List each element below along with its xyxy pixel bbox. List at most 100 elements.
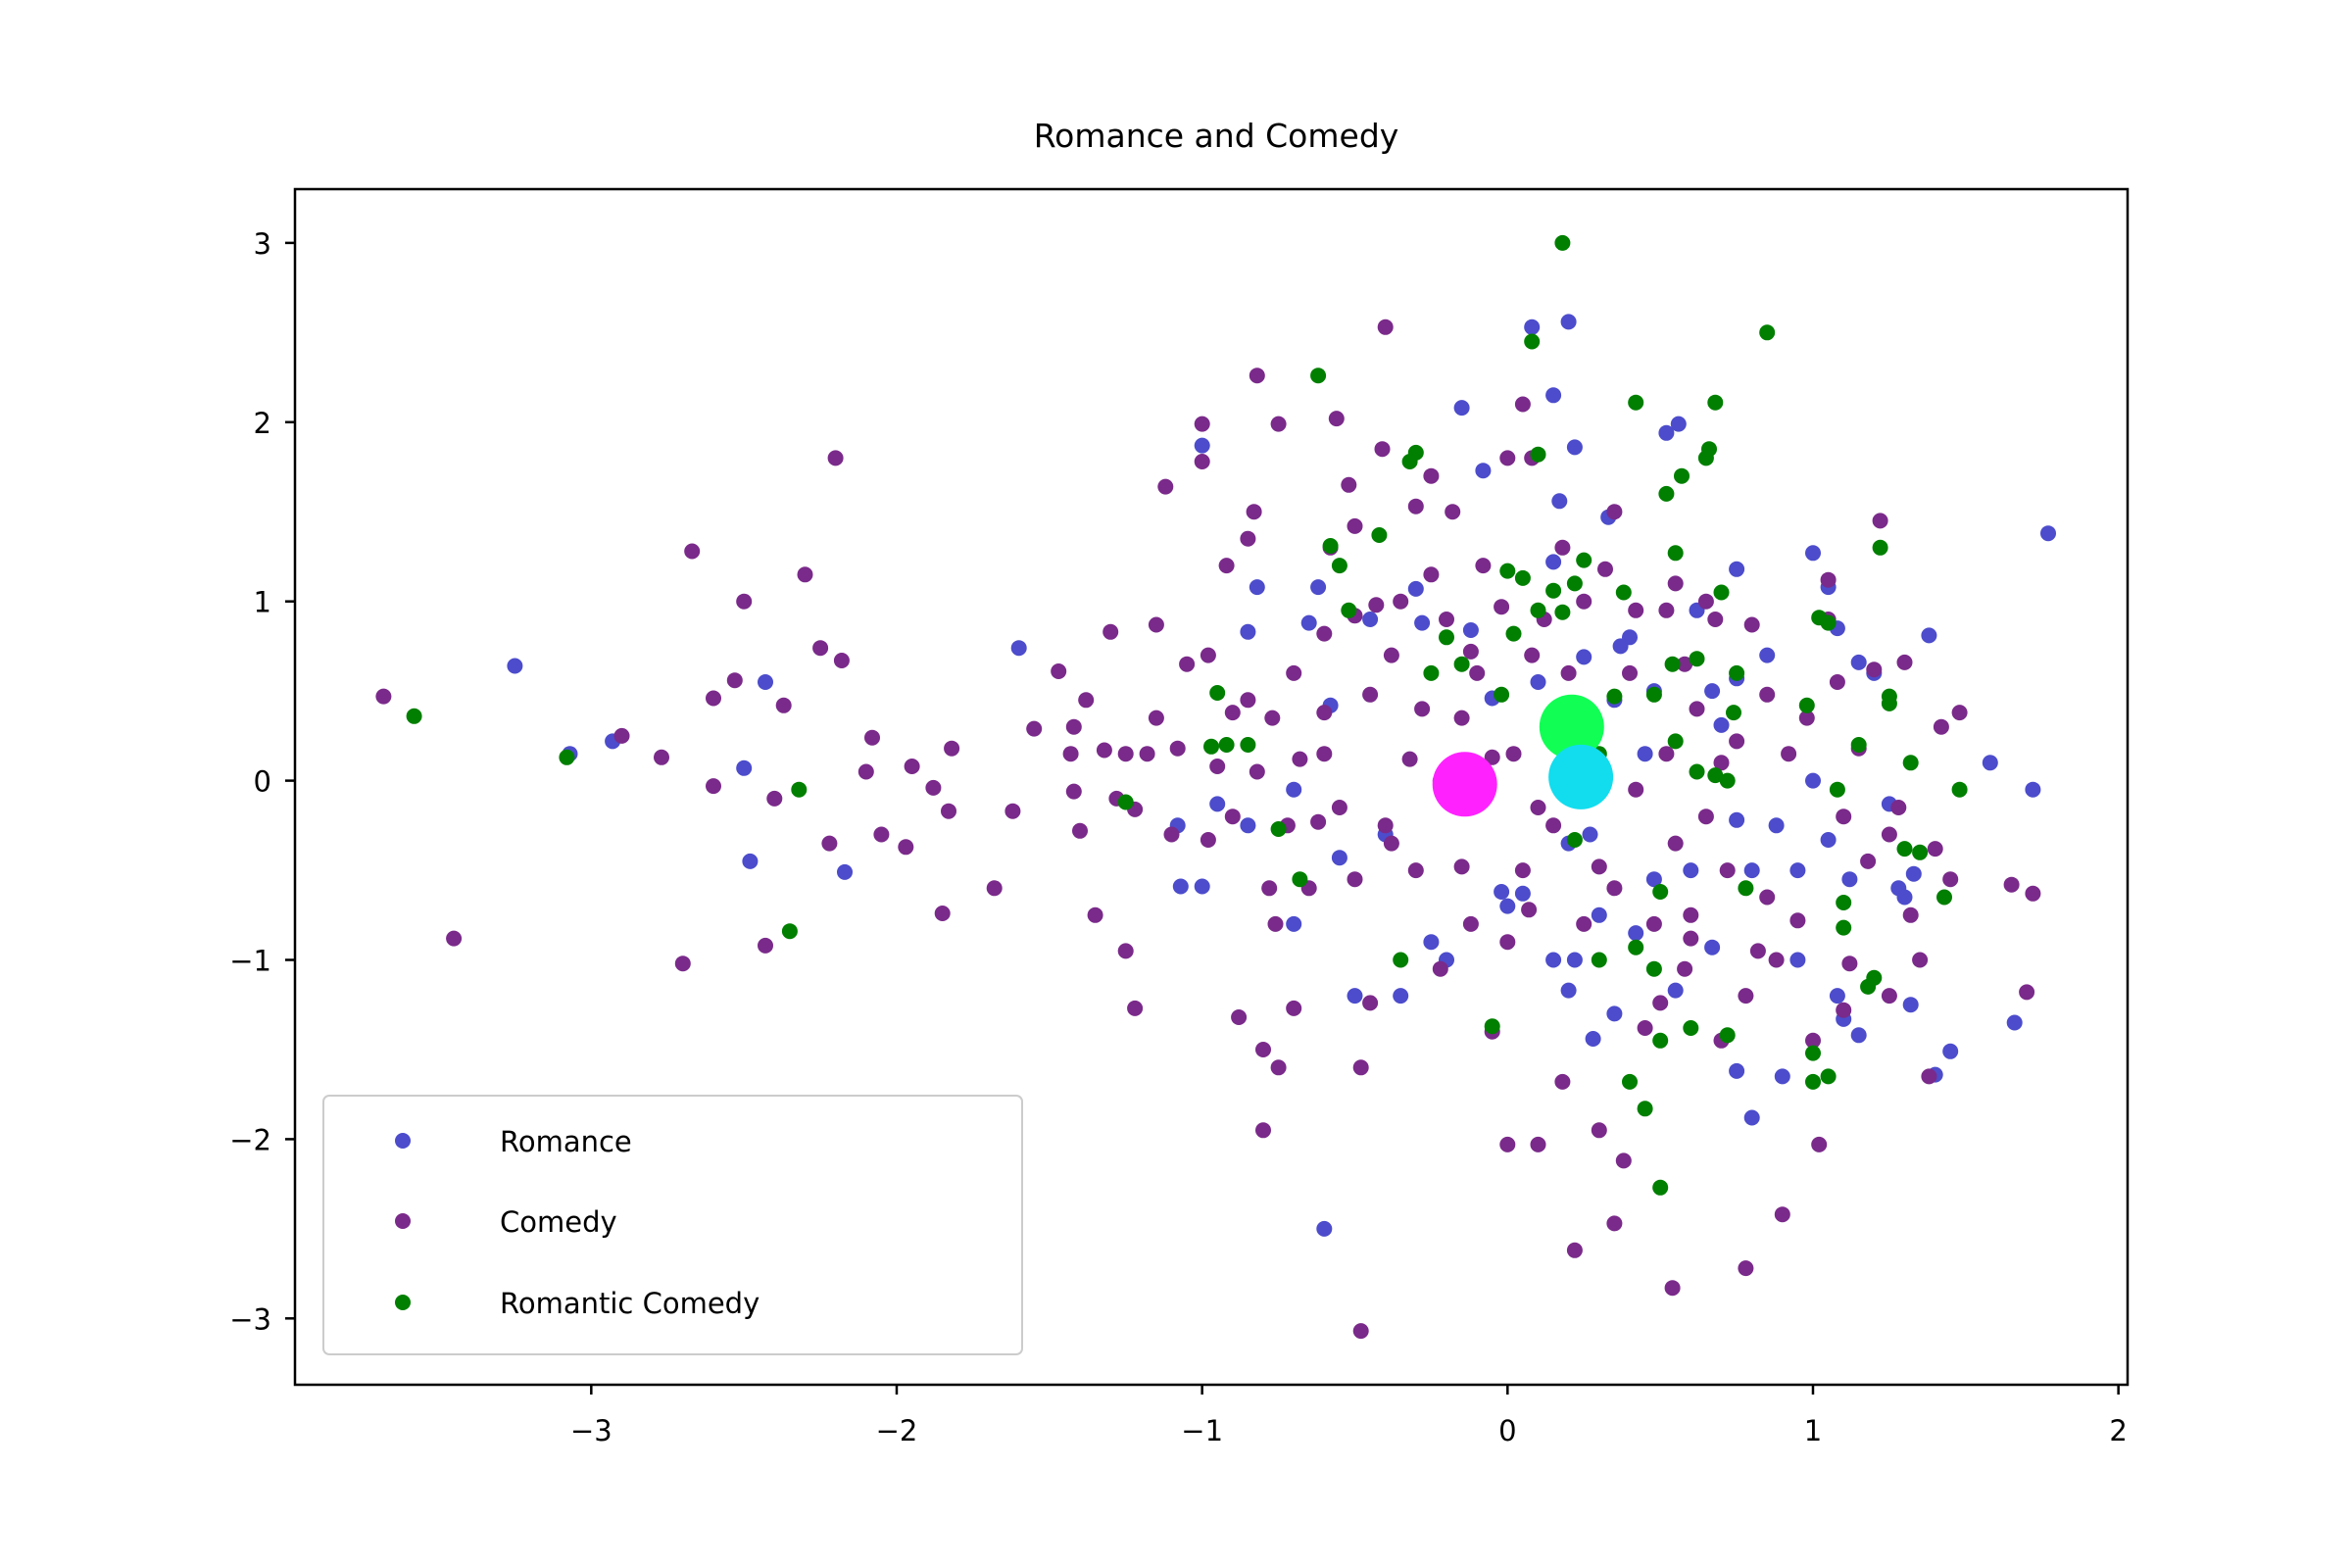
comedy-point-90 bbox=[1362, 995, 1379, 1011]
romance-point-7 bbox=[1010, 640, 1027, 657]
romance-point-38 bbox=[1545, 554, 1562, 570]
romance-point-74 bbox=[1841, 871, 1858, 888]
romantic-comedy-point-37 bbox=[1606, 688, 1623, 705]
comedy-point-51 bbox=[1194, 416, 1210, 432]
romance-point-58 bbox=[1729, 561, 1745, 577]
y-tick-label: −2 bbox=[229, 1123, 271, 1156]
comedy-point-98 bbox=[1407, 862, 1424, 879]
comedy-point-42 bbox=[1127, 1000, 1144, 1016]
romantic-comedy-point-77 bbox=[1912, 844, 1929, 860]
comedy-point-20 bbox=[873, 826, 890, 843]
comedy-point-28 bbox=[1004, 803, 1021, 819]
romantic-comedy-point-84 bbox=[1240, 737, 1256, 753]
comedy-point-112 bbox=[1484, 749, 1500, 765]
comedy-point-24 bbox=[934, 906, 951, 921]
romantic-comedy-point-35 bbox=[1576, 552, 1592, 568]
comedy-point-99 bbox=[1414, 701, 1431, 717]
legend-label-romantic-comedy: Romantic Comedy bbox=[500, 1287, 760, 1320]
romance-point-22 bbox=[1362, 612, 1379, 627]
centroid-marker-0 bbox=[1432, 752, 1497, 817]
comedy-point-94 bbox=[1383, 647, 1399, 663]
romance-point-63 bbox=[1729, 1062, 1745, 1079]
comedy-point-14 bbox=[812, 640, 829, 657]
comedy-point-36 bbox=[1087, 906, 1103, 923]
comedy-point-16 bbox=[827, 450, 844, 466]
romantic-comedy-point-87 bbox=[1645, 960, 1662, 977]
comedy-point-22 bbox=[904, 759, 920, 774]
romantic-comedy-point-61 bbox=[1759, 324, 1776, 341]
romantic-comedy-point-50 bbox=[1683, 1020, 1699, 1036]
y-tick-label: −3 bbox=[229, 1302, 271, 1336]
comedy-point-177 bbox=[1841, 956, 1858, 972]
x-tick-label: 1 bbox=[1804, 1414, 1822, 1447]
romantic-comedy-point-38 bbox=[1615, 584, 1632, 601]
comedy-point-8 bbox=[726, 672, 743, 689]
comedy-point-198 bbox=[1524, 647, 1541, 663]
comedy-point-1 bbox=[446, 930, 463, 947]
romantic-comedy-point-17 bbox=[1407, 444, 1424, 461]
comedy-point-143 bbox=[1645, 915, 1662, 932]
romantic-comedy-point-28 bbox=[1530, 602, 1546, 618]
comedy-point-205 bbox=[1836, 1002, 1852, 1018]
romantic-comedy-point-40 bbox=[1628, 939, 1644, 956]
comedy-point-31 bbox=[1062, 746, 1079, 762]
romantic-comedy-point-76 bbox=[1902, 755, 1919, 771]
comedy-point-197 bbox=[1462, 643, 1479, 660]
comedy-point-170 bbox=[1798, 710, 1815, 726]
romance-point-44 bbox=[1582, 826, 1598, 843]
comedy-point-200 bbox=[1316, 746, 1333, 762]
romance-point-78 bbox=[1850, 654, 1867, 670]
romantic-comedy-point-69 bbox=[1836, 895, 1852, 910]
romantic-comedy-point-9 bbox=[1292, 871, 1308, 888]
comedy-point-69 bbox=[1267, 915, 1284, 932]
romantic-comedy-point-63 bbox=[1805, 1073, 1821, 1090]
romantic-comedy-point-82 bbox=[1652, 1032, 1669, 1049]
romance-point-68 bbox=[1789, 952, 1806, 968]
comedy-point-86 bbox=[1347, 871, 1363, 888]
legend-box bbox=[322, 1095, 1023, 1355]
romantic-comedy-point-20 bbox=[1453, 656, 1470, 672]
romantic-comedy-point-2 bbox=[791, 781, 808, 798]
comedy-point-65 bbox=[1255, 1042, 1271, 1057]
romance-point-89 bbox=[2006, 1014, 2023, 1031]
comedy-point-27 bbox=[986, 880, 1003, 897]
comedy-point-196 bbox=[1407, 498, 1424, 514]
romantic-comedy-point-11 bbox=[1322, 538, 1339, 554]
comedy-point-191 bbox=[1942, 871, 1959, 888]
romantic-comedy-point-41 bbox=[1628, 394, 1644, 411]
comedy-point-66 bbox=[1255, 1122, 1271, 1139]
romantic-comedy-point-68 bbox=[1836, 919, 1852, 936]
comedy-point-55 bbox=[1209, 759, 1226, 774]
comedy-point-171 bbox=[1805, 1032, 1821, 1049]
comedy-point-2 bbox=[613, 727, 630, 744]
romantic-comedy-point-3 bbox=[781, 923, 798, 940]
romantic-comedy-point-1 bbox=[559, 749, 575, 765]
comedy-point-157 bbox=[1713, 755, 1730, 771]
comedy-point-9 bbox=[736, 593, 753, 610]
romantic-comedy-point-39 bbox=[1622, 1073, 1638, 1090]
comedy-point-48 bbox=[1163, 826, 1180, 843]
comedy-point-203 bbox=[1606, 880, 1623, 897]
romantic-comedy-point-19 bbox=[1439, 629, 1454, 646]
comedy-point-161 bbox=[1738, 988, 1754, 1004]
romantic-comedy-point-22 bbox=[1494, 686, 1510, 703]
romance-point-99 bbox=[1591, 906, 1607, 923]
comedy-point-93 bbox=[1377, 318, 1394, 335]
romantic-comedy-point-7 bbox=[1218, 737, 1235, 753]
romance-point-95 bbox=[1667, 982, 1684, 999]
romance-point-91 bbox=[2040, 525, 2056, 542]
comedy-point-176 bbox=[1836, 808, 1852, 825]
comedy-point-54 bbox=[1200, 647, 1216, 663]
comedy-point-103 bbox=[1432, 960, 1448, 977]
romance-point-60 bbox=[1713, 716, 1730, 733]
comedy-point-190 bbox=[1933, 718, 1949, 735]
comedy-point-199 bbox=[1683, 930, 1699, 947]
comedy-point-85 bbox=[1347, 517, 1363, 534]
comedy-point-29 bbox=[1026, 720, 1043, 737]
comedy-point-119 bbox=[1521, 902, 1538, 918]
comedy-point-104 bbox=[1439, 612, 1454, 627]
romantic-comedy-point-30 bbox=[1554, 604, 1571, 620]
comedy-point-141 bbox=[1628, 781, 1644, 798]
romance-point-82 bbox=[1896, 889, 1913, 906]
romantic-comedy-point-62 bbox=[1805, 1045, 1821, 1061]
